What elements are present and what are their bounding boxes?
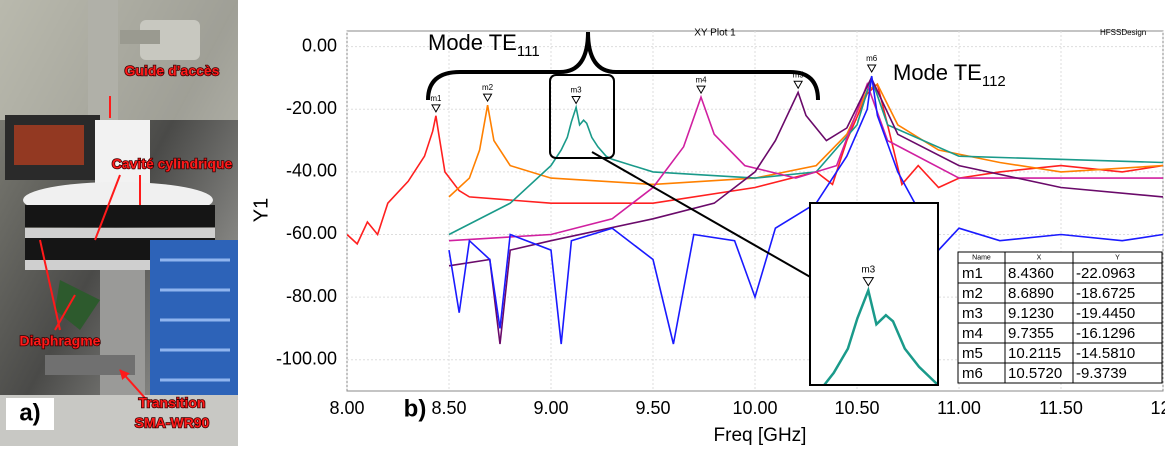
table-cell: m1: [962, 265, 983, 282]
table-cell: m4: [962, 325, 983, 342]
table-cell: 8.4360: [1008, 265, 1054, 282]
table-cell: -14.5810: [1076, 345, 1135, 362]
photo-label: Transition: [139, 395, 206, 411]
table-cell: 9.7355: [1008, 325, 1054, 342]
x-tick-label: 10.00: [732, 398, 777, 418]
marker-label: m2: [482, 83, 494, 92]
table-cell: 10.5720: [1008, 365, 1062, 382]
x-tick-label: 11.00: [937, 398, 981, 418]
marker: [482, 93, 493, 103]
series-line: [448, 75, 1163, 345]
table-cell: m2: [962, 285, 983, 302]
annotation-sub: 112: [982, 73, 1006, 90]
x-tick-label: 8.50: [431, 398, 466, 418]
x-axis-label: Freq [GHz]: [714, 425, 807, 446]
inset-marker: [862, 277, 875, 287]
marker-label: m3: [571, 86, 583, 95]
inset-marker-label: m3: [861, 264, 875, 275]
panel-label: a): [19, 399, 40, 426]
y-tick-label: -80.00: [286, 286, 337, 306]
y-tick-label: -60.00: [286, 223, 337, 243]
y-tick-label: -20.00: [286, 98, 337, 118]
x-tick-label: 10.50: [834, 398, 879, 418]
table-frame: [957, 251, 1163, 384]
table-cell: m5: [962, 345, 983, 362]
marker-label: m5: [793, 70, 805, 79]
marker: [571, 96, 581, 105]
inset-line: [823, 286, 937, 384]
zoom-arrow: [591, 151, 835, 291]
panel-label: b): [404, 395, 427, 422]
table-cell: -22.0963: [1076, 265, 1135, 282]
marker-label: m1: [430, 94, 442, 103]
series-line: [347, 82, 1163, 246]
marker-label: m6: [866, 54, 878, 63]
table-cell: 8.6890: [1008, 285, 1054, 302]
photo-label: SMA-WR90: [135, 415, 210, 431]
chart-title: XY Plot 1: [694, 28, 736, 39]
annotation-text: Mode TE: [428, 30, 517, 55]
x-tick-label: 9.00: [533, 398, 568, 418]
marker: [793, 80, 804, 90]
x-tick-label: 11.50: [1039, 398, 1083, 418]
series-line: [448, 76, 1163, 345]
marker: [431, 104, 441, 113]
zoom-box: [549, 74, 615, 159]
table-cell: 9.1230: [1008, 305, 1054, 322]
table-cell: 10.2115: [1008, 345, 1061, 362]
annotation: Mode TE112: [893, 60, 1006, 90]
annotation-sub: 111: [517, 43, 540, 60]
corner-text: HFSSDesign: [1100, 28, 1146, 37]
marker: [866, 64, 877, 74]
y-tick-label: 0.00: [302, 35, 337, 55]
annotation: Mode TE111: [428, 30, 540, 60]
y-tick-label: -40.00: [286, 161, 337, 181]
photo-label: Diaphragme: [20, 333, 101, 349]
table-header: X: [1037, 254, 1042, 261]
table-cell: m6: [962, 365, 983, 382]
table-header: Y: [1115, 254, 1120, 261]
table-cell: -18.6725: [1076, 285, 1135, 302]
inset: [809, 202, 939, 386]
photo-label: Cavité cylindrique: [112, 156, 233, 172]
table-cell: m3: [962, 305, 983, 322]
table-cell: -16.1296: [1076, 325, 1135, 342]
y-tick-label: -100.00: [276, 348, 337, 368]
x-tick-label: 8.00: [329, 398, 364, 418]
photo-label: Guide d’accès: [125, 63, 220, 79]
table-header: Name: [972, 254, 991, 261]
marker-label: m4: [695, 75, 707, 84]
y-axis-label: Y1: [250, 198, 272, 222]
x-tick-label: 12.: [1150, 398, 1165, 418]
photo: Guide d’accès Cavité cylindrique Diaphra…: [0, 0, 238, 446]
x-tick-label: 9.50: [635, 398, 670, 418]
brace: [426, 31, 820, 101]
table-cell: -19.4450: [1076, 305, 1135, 322]
table-cell: -9.3739: [1076, 365, 1127, 382]
series-line: [448, 75, 1163, 236]
annotation-text: Mode TE: [893, 60, 982, 85]
marker: [696, 85, 706, 95]
series-line: [448, 81, 1163, 242]
